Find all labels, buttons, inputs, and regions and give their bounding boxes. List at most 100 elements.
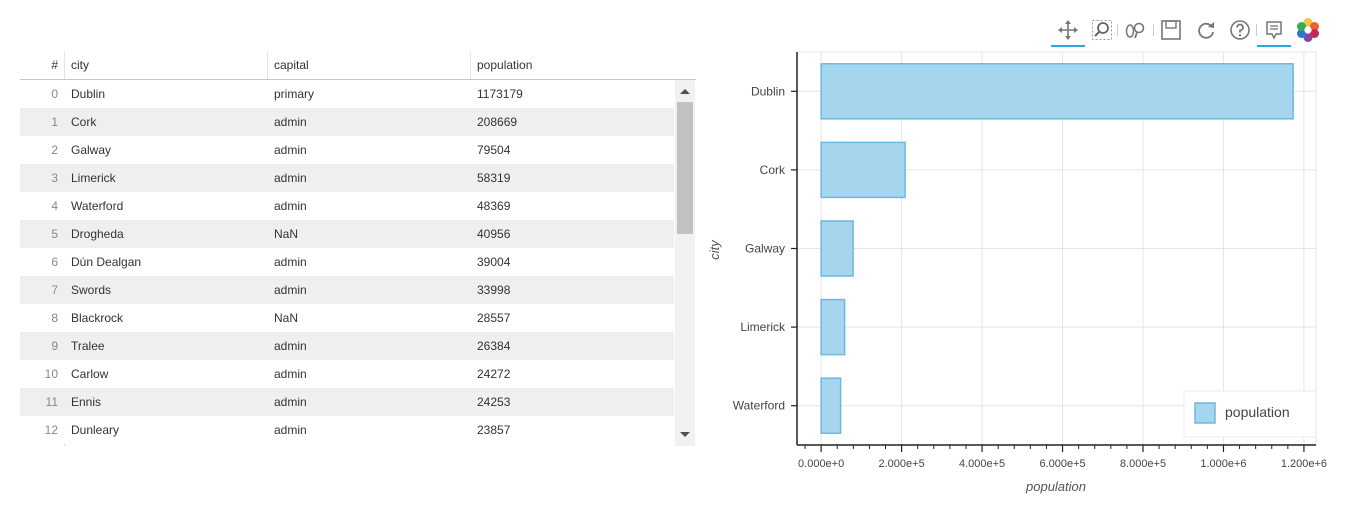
x-axis-label: population bbox=[1025, 479, 1086, 494]
table-row[interactable]: 3 Limerick admin 58319 bbox=[20, 164, 674, 192]
cell-city: Waterford bbox=[71, 199, 124, 213]
column-header-population[interactable]: population bbox=[470, 52, 677, 79]
table-row[interactable]: 12 Dunleary admin 23857 bbox=[20, 416, 674, 444]
scroll-thumb[interactable] bbox=[677, 102, 693, 234]
row-index: 1 bbox=[51, 115, 58, 129]
pan-icon[interactable] bbox=[1051, 16, 1085, 47]
x-axis-ticks: 0.000e+0 2.000e+5 4.000e+5 6.000e+5 8.000e+5… bbox=[798, 445, 1327, 470]
cell-population: 48369 bbox=[477, 199, 511, 213]
cell-city: Dunleary bbox=[71, 423, 120, 437]
table-row[interactable]: 4 Waterford admin 48369 bbox=[20, 192, 674, 220]
column-header-city[interactable]: city bbox=[64, 52, 274, 79]
chart-legend: population bbox=[1183, 390, 1317, 438]
cell-city: Dublin bbox=[71, 87, 106, 101]
cell-capital: admin bbox=[274, 367, 307, 381]
table-row[interactable]: 9 Tralee admin 26384 bbox=[20, 332, 674, 360]
cell-population: 208669 bbox=[477, 115, 518, 129]
toolbar-divider bbox=[1256, 24, 1257, 36]
table-row[interactable]: 11 Ennis admin 24253 bbox=[20, 388, 674, 416]
table-row[interactable]: 1 Cork admin 208669 bbox=[20, 108, 674, 136]
legend-swatch bbox=[1194, 402, 1216, 424]
save-icon[interactable] bbox=[1157, 16, 1185, 44]
wheel-zoom-icon[interactable] bbox=[1122, 16, 1150, 44]
population-bar-chart[interactable]: Dublin Cork Galway Limerick Waterford 0.000e… bbox=[700, 40, 1340, 510]
bar-dublin[interactable] bbox=[820, 63, 1294, 120]
row-index: 2 bbox=[51, 143, 58, 157]
y-tick-label: Dublin bbox=[751, 84, 785, 98]
bar-limerick[interactable] bbox=[820, 298, 846, 356]
cell-capital: NaN bbox=[274, 311, 299, 325]
toolbar-divider bbox=[1153, 24, 1154, 36]
cell-capital: primary bbox=[274, 87, 315, 101]
cell-capital: admin bbox=[274, 395, 307, 409]
chart-bars bbox=[820, 63, 1294, 434]
toolbar-divider bbox=[1117, 24, 1118, 36]
cell-capital: admin bbox=[274, 423, 307, 437]
cell-city: Carlow bbox=[71, 367, 109, 381]
row-index: 10 bbox=[44, 367, 58, 381]
data-table[interactable]: # city capital population 0 Dublin primary… bbox=[20, 52, 696, 446]
cell-population: 24272 bbox=[477, 367, 511, 381]
row-index: 6 bbox=[51, 255, 58, 269]
row-index: 11 bbox=[45, 395, 58, 409]
cell-city: Ennis bbox=[71, 395, 102, 409]
cell-population: 39004 bbox=[477, 255, 511, 269]
table-row[interactable]: 10 Carlow admin 24272 bbox=[20, 360, 674, 388]
table-row[interactable]: 7 Swords admin 33998 bbox=[20, 276, 674, 304]
legend-box bbox=[1183, 390, 1317, 438]
cell-population: 28557 bbox=[477, 311, 511, 325]
cell-capital: admin bbox=[274, 199, 307, 213]
scroll-up-icon[interactable] bbox=[680, 89, 690, 94]
bokeh-logo-icon[interactable] bbox=[1294, 16, 1322, 44]
cell-capital: NaN bbox=[274, 227, 299, 241]
table-row[interactable]: 8 Blackrock NaN 28557 bbox=[20, 304, 674, 332]
y-axis-ticks: Dublin Cork Galway Limerick Waterford bbox=[733, 84, 797, 413]
legend-label: population bbox=[1225, 404, 1290, 420]
row-index: 3 bbox=[51, 171, 58, 185]
y-tick-label: Waterford bbox=[733, 399, 785, 413]
x-tick-label: 1.200e+6 bbox=[1281, 458, 1327, 470]
row-index: 12 bbox=[44, 423, 58, 437]
vertical-scrollbar[interactable] bbox=[675, 80, 695, 446]
cell-capital: admin bbox=[274, 143, 307, 157]
x-tick-label: 4.000e+5 bbox=[959, 458, 1005, 470]
box-zoom-icon[interactable] bbox=[1088, 16, 1116, 44]
cell-city: Tralee bbox=[71, 339, 105, 353]
scroll-down-icon[interactable] bbox=[680, 432, 690, 437]
cell-city: Cork bbox=[71, 115, 97, 129]
row-index: 5 bbox=[51, 227, 58, 241]
table-row[interactable]: 2 Galway admin 79504 bbox=[20, 136, 674, 164]
table-row[interactable]: 0 Dublin primary 1173179 bbox=[20, 80, 674, 108]
y-tick-label: Galway bbox=[745, 242, 785, 256]
cell-capital: admin bbox=[274, 171, 307, 185]
reset-icon[interactable] bbox=[1192, 16, 1220, 44]
bar-cork[interactable] bbox=[820, 141, 906, 199]
cell-population: 33998 bbox=[477, 283, 511, 297]
hover-icon[interactable] bbox=[1257, 16, 1291, 47]
plot-toolbar bbox=[1050, 14, 1330, 48]
row-index: 4 bbox=[51, 199, 58, 213]
y-tick-label: Cork bbox=[760, 163, 786, 177]
table-row[interactable]: 6 Dún Dealgan admin 39004 bbox=[20, 248, 674, 276]
bar-galway[interactable] bbox=[820, 220, 854, 277]
cell-city: Limerick bbox=[71, 171, 116, 185]
x-tick-label: 1.000e+6 bbox=[1200, 458, 1246, 470]
row-index: 9 bbox=[51, 339, 58, 353]
x-tick-label: 2.000e+5 bbox=[879, 458, 925, 470]
y-tick-label: Limerick bbox=[740, 320, 786, 334]
bar-waterford[interactable] bbox=[820, 377, 842, 434]
table-row[interactable]: 5 Drogheda NaN 40956 bbox=[20, 220, 674, 248]
x-tick-label: 0.000e+0 bbox=[798, 458, 844, 470]
cell-population: 40956 bbox=[477, 227, 511, 241]
cell-city: Swords bbox=[71, 283, 112, 297]
cell-capital: admin bbox=[274, 339, 307, 353]
cell-population: 1173179 bbox=[477, 87, 523, 101]
cell-city: Drogheda bbox=[71, 227, 124, 241]
help-icon[interactable] bbox=[1226, 16, 1254, 44]
row-index: 8 bbox=[51, 311, 58, 325]
cell-population: 24253 bbox=[477, 395, 511, 409]
column-header-index[interactable]: # bbox=[51, 58, 58, 72]
cell-capital: admin bbox=[274, 255, 307, 269]
column-header-capital[interactable]: capital bbox=[267, 52, 477, 79]
cell-city: Dún Dealgan bbox=[71, 255, 142, 269]
